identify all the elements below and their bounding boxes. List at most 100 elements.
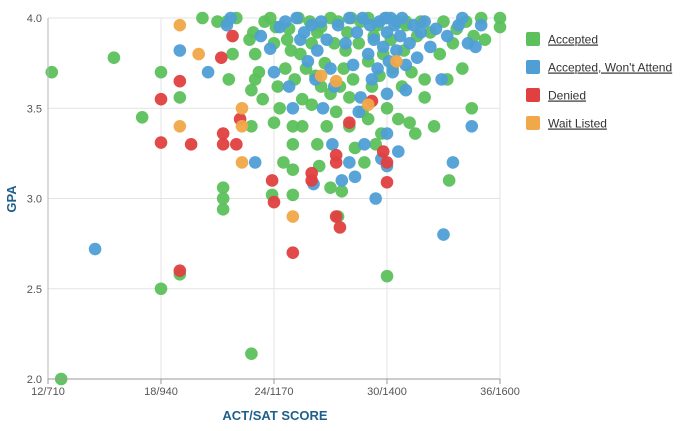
data-point-0-18 <box>245 83 258 97</box>
data-point-3-6 <box>286 210 300 223</box>
data-point-1-36 <box>358 138 371 151</box>
data-point-3-2 <box>192 47 205 61</box>
data-point-0-99 <box>408 127 422 140</box>
data-point-1-20 <box>311 44 324 57</box>
legend-swatch-1 <box>526 60 540 74</box>
y-tick-label-0: 2.0 <box>27 374 42 386</box>
data-point-0-34 <box>277 156 290 169</box>
data-point-0-122 <box>335 184 349 198</box>
data-point-2-19 <box>329 210 343 223</box>
data-point-0-106 <box>433 47 447 61</box>
data-point-0-60 <box>324 181 337 194</box>
data-point-0-15 <box>226 47 239 61</box>
data-point-0-14 <box>222 73 236 86</box>
data-point-0-20 <box>245 347 258 361</box>
data-point-1-21 <box>314 15 328 28</box>
data-point-3-1 <box>173 120 187 133</box>
data-point-0-5 <box>154 282 168 296</box>
data-point-0-22 <box>248 47 262 61</box>
data-point-0-93 <box>392 112 405 126</box>
data-point-0-33 <box>273 101 286 115</box>
data-point-1-74 <box>469 40 482 54</box>
data-point-1-13 <box>290 11 303 25</box>
data-point-1-75 <box>474 18 488 32</box>
data-point-0-74 <box>352 36 366 50</box>
data-point-0-10 <box>216 181 230 194</box>
data-point-1-59 <box>403 36 416 50</box>
data-point-0-72 <box>346 73 360 86</box>
data-point-0-119 <box>493 11 507 25</box>
legend-label-2[interactable]: Denied <box>548 89 586 103</box>
data-point-0-69 <box>343 91 356 104</box>
data-point-1-67 <box>437 228 450 241</box>
data-point-2-3 <box>173 264 187 278</box>
x-tick-label-0: 12/710 <box>31 386 65 398</box>
y-axis-title: GPA <box>4 185 19 213</box>
data-point-0-124 <box>284 44 298 57</box>
data-point-0-117 <box>478 33 492 46</box>
data-point-1-79 <box>326 138 339 151</box>
data-point-1-12 <box>286 101 300 115</box>
series-1 <box>88 11 488 256</box>
data-point-1-69 <box>446 156 460 169</box>
data-point-1-76 <box>399 83 413 97</box>
data-point-1-1 <box>173 44 187 57</box>
data-point-1-73 <box>465 120 479 133</box>
data-point-0-46 <box>295 120 309 133</box>
x-tick-label-1: 18/940 <box>144 386 178 398</box>
legend-swatch-0 <box>526 32 540 46</box>
legend-swatch-2 <box>526 88 540 102</box>
legend-label-0[interactable]: Accepted <box>548 33 598 47</box>
data-point-1-6 <box>254 29 268 43</box>
data-point-1-42 <box>371 62 384 75</box>
data-point-1-64 <box>424 40 437 54</box>
data-point-0-112 <box>456 62 469 75</box>
data-point-0-103 <box>418 91 431 104</box>
y-tick-label-2: 3.0 <box>27 194 42 206</box>
data-point-1-57 <box>395 11 409 25</box>
data-point-0-4 <box>154 65 168 79</box>
data-point-1-26 <box>331 18 345 32</box>
data-point-1-5 <box>248 156 262 169</box>
x-tick-label-2: 24/1170 <box>255 386 294 398</box>
legend-label-1[interactable]: Accepted, Won't Attend <box>548 61 672 75</box>
data-point-0-62 <box>329 105 343 119</box>
legend: Accepted Accepted, Won't Attend Denied Wait… <box>526 32 672 131</box>
data-point-1-22 <box>316 101 330 115</box>
data-point-1-47 <box>380 127 394 140</box>
data-point-1-68 <box>440 29 454 43</box>
data-point-2-9 <box>230 138 243 151</box>
data-point-0-29 <box>267 116 281 129</box>
legend-swatch-3 <box>526 116 540 130</box>
data-point-1-24 <box>324 62 337 75</box>
legend-label-3[interactable]: Wait Listed <box>548 117 607 131</box>
data-point-2-7 <box>216 138 230 151</box>
data-point-0-80 <box>361 112 375 126</box>
data-point-0-11 <box>216 192 230 205</box>
data-point-2-23 <box>380 175 394 189</box>
data-point-3-9 <box>361 98 375 111</box>
data-point-2-2 <box>173 74 187 88</box>
data-point-1-40 <box>367 33 381 46</box>
data-point-0-114 <box>465 101 479 115</box>
data-point-3-3 <box>235 101 249 115</box>
data-point-0-41 <box>286 163 300 176</box>
data-point-0-109 <box>442 174 456 187</box>
series-3 <box>173 18 403 223</box>
data-point-1-31 <box>346 58 360 72</box>
data-point-1-0 <box>88 242 102 256</box>
data-point-3-4 <box>235 120 249 133</box>
data-point-0-36 <box>280 33 294 46</box>
x-tick-label-3: 30/1400 <box>367 386 407 398</box>
data-point-2-12 <box>267 195 281 209</box>
data-point-1-32 <box>348 170 362 184</box>
data-point-0-39 <box>286 120 300 133</box>
x-tick-label-4: 36/1600 <box>480 386 520 398</box>
data-point-0-12 <box>216 203 230 216</box>
data-point-1-28 <box>339 36 352 50</box>
data-point-0-40 <box>286 188 300 202</box>
data-point-3-10 <box>390 55 403 68</box>
data-point-0-19 <box>245 120 258 133</box>
data-point-0-25 <box>256 92 270 106</box>
